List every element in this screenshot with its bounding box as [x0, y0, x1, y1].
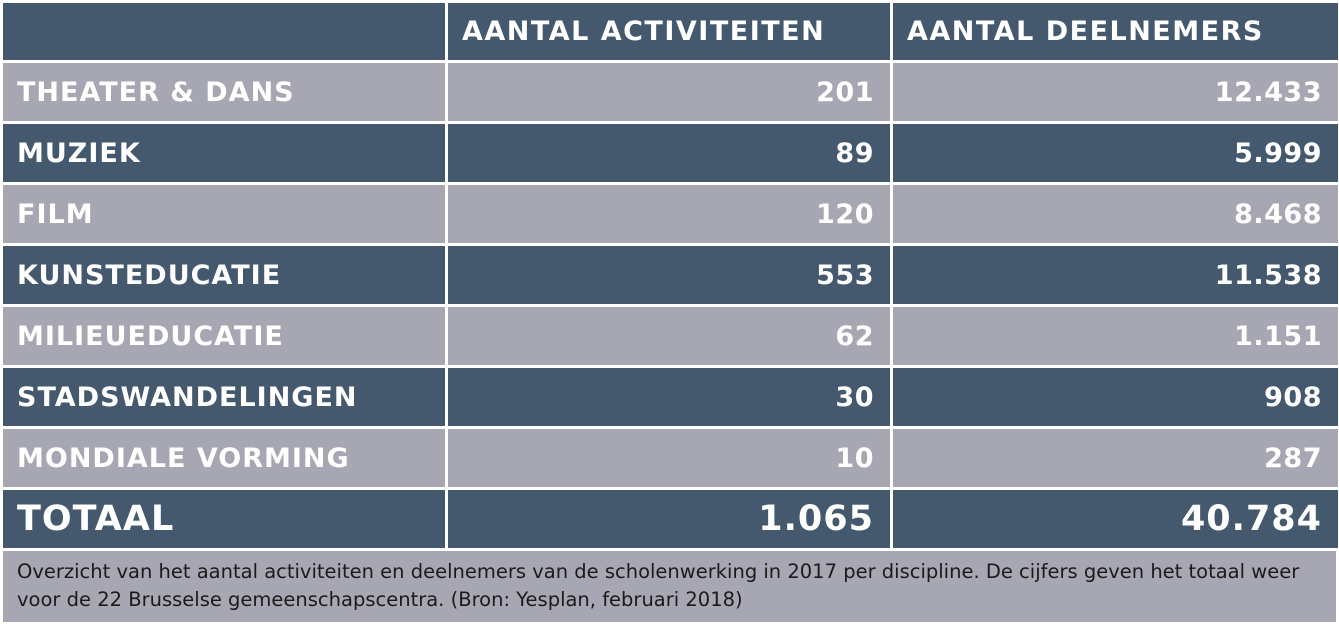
row-label: FILM [3, 185, 445, 243]
row-label: KUNSTEDUCATIE [3, 246, 445, 304]
total-row: TOTAAL 1.065 40.784 [0, 487, 1339, 548]
total-activiteiten: 1.065 [448, 490, 890, 548]
row-activiteiten: 62 [448, 307, 890, 365]
row-activiteiten: 120 [448, 185, 890, 243]
row-activiteiten: 89 [448, 124, 890, 182]
row-label: MONDIALE VORMING [3, 429, 445, 487]
row-deelnemers: 11.538 [893, 246, 1338, 304]
total-label: TOTAAL [3, 490, 445, 548]
row-activiteiten: 553 [448, 246, 890, 304]
header-empty-cell [3, 3, 445, 60]
row-deelnemers: 1.151 [893, 307, 1338, 365]
table-grid: AANTAL ACTIVITEITEN AANTAL DEELNEMERS TH… [3, 3, 1338, 487]
row-deelnemers: 908 [893, 368, 1338, 426]
row-deelnemers: 12.433 [893, 63, 1338, 121]
total-deelnemers: 40.784 [893, 490, 1338, 548]
row-label: MILIEUEDUCATIE [3, 307, 445, 365]
row-deelnemers: 8.468 [893, 185, 1338, 243]
row-activiteiten: 30 [448, 368, 890, 426]
row-activiteiten: 201 [448, 63, 890, 121]
row-label: THEATER & DANS [3, 63, 445, 121]
table-caption: Overzicht van het aantal activiteiten en… [3, 551, 1336, 622]
row-deelnemers: 287 [893, 429, 1338, 487]
row-activiteiten: 10 [448, 429, 890, 487]
header-activiteiten: AANTAL ACTIVITEITEN [448, 3, 890, 60]
row-label: STADSWANDELINGEN [3, 368, 445, 426]
header-deelnemers: AANTAL DEELNEMERS [893, 3, 1338, 60]
row-label: MUZIEK [3, 124, 445, 182]
row-deelnemers: 5.999 [893, 124, 1338, 182]
